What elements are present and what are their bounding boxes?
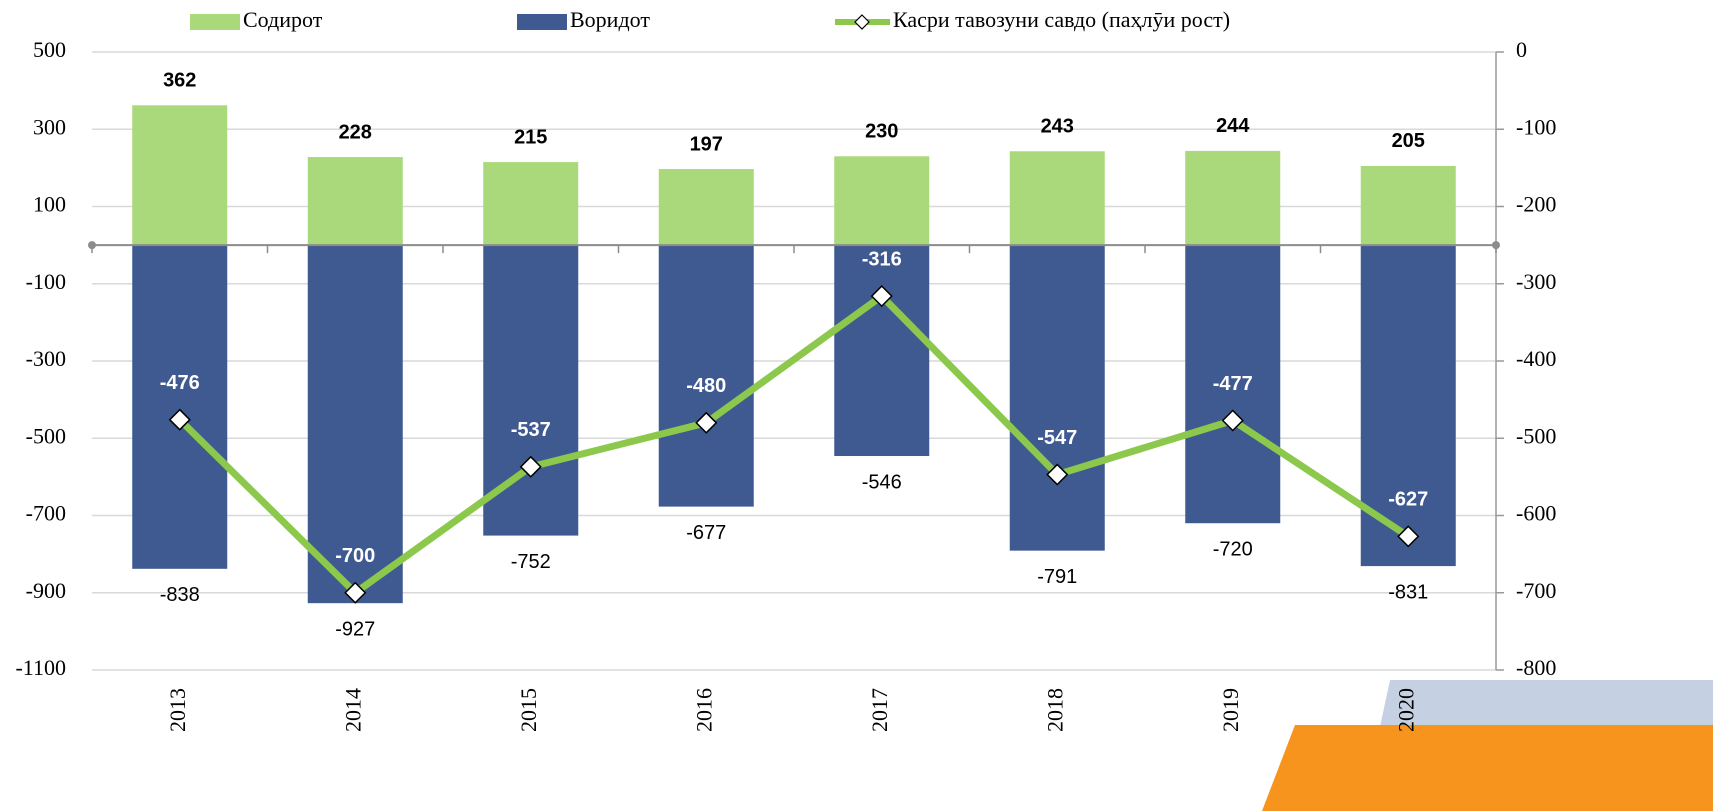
x-tick-label: 2017 [867,688,892,732]
bar [132,245,228,569]
data-label: -927 [335,618,375,640]
data-label: -838 [160,584,200,606]
y2-tick-label: -400 [1516,346,1556,371]
legend-label: Воридот [570,7,650,32]
line-label: -547 [1037,427,1077,449]
bar [483,162,579,246]
y-tick-label: -700 [26,501,66,526]
line-label: -700 [335,545,375,567]
line-marker [695,411,718,434]
bar [834,156,930,246]
bar [1185,245,1281,524]
bar [307,245,403,604]
y2-tick-label: -500 [1516,423,1556,448]
data-label: -677 [686,522,726,544]
legend-swatch [190,14,240,30]
y2-tick-label: -300 [1516,269,1556,294]
legend-label: Касри тавозуни савдо (паҳлӯи рост) [893,7,1230,32]
data-label: 215 [514,126,547,148]
bar [1009,245,1105,551]
bar [658,245,754,507]
y-tick-label: 300 [33,114,66,139]
line-label: -477 [1213,373,1253,395]
data-label: -720 [1213,539,1253,561]
y2-tick-label: -600 [1516,501,1556,526]
y-tick-label: -1100 [15,655,66,680]
line-marker [344,581,367,604]
data-label: -791 [1037,566,1077,588]
line-marker [1221,409,1244,432]
line [177,292,1411,597]
line-marker [1046,463,1069,486]
x-tick-label: 2020 [1393,688,1418,732]
decor-shape [1262,725,1713,811]
data-label: 362 [163,70,196,92]
y2-tick-label: 0 [1516,37,1527,62]
line-marker [168,408,191,431]
x-tick-label: 2014 [340,688,365,732]
y-tick-label: 100 [33,192,66,217]
y2-tick-label: -700 [1516,578,1556,603]
bar [307,157,403,246]
legend-swatch [517,14,567,30]
line-label: -627 [1388,489,1428,511]
x-tick-label: 2019 [1218,688,1243,732]
data-label: 197 [690,133,723,155]
line-marker [870,285,893,308]
y2-tick-label: -200 [1516,192,1556,217]
y-tick-label: -900 [26,578,66,603]
legend-marker [854,14,870,30]
line-label: -316 [862,248,902,270]
x-tick-label: 2018 [1042,688,1067,732]
bar [1360,165,1456,246]
line-marker [1397,525,1420,548]
bar [1185,150,1281,246]
x-tick-label: 2015 [516,688,541,732]
y-tick-label: 500 [33,37,66,62]
line-label: -537 [511,419,551,441]
x-tick-label: 2016 [691,688,716,732]
y2-tick-label: -800 [1516,655,1556,680]
data-label: 244 [1216,115,1250,137]
bar [834,245,930,457]
data-label: 228 [339,121,372,143]
data-label: 205 [1392,130,1425,152]
line-label: -480 [686,375,726,397]
y-tick-label: -500 [26,423,66,448]
data-label: -752 [511,551,551,573]
y2-tick-label: -100 [1516,114,1556,139]
data-label: -831 [1388,581,1428,603]
line-label: -476 [160,372,200,394]
y-tick-label: -100 [26,269,66,294]
x-tick-label: 2013 [165,688,190,732]
bar [1009,151,1105,246]
y-tick-label: -300 [26,346,66,371]
bar [132,105,228,246]
legend-label: Содирот [243,7,323,32]
data-label: 230 [865,121,898,143]
bar [658,169,754,246]
data-label: -546 [862,471,902,493]
data-label: 243 [1041,116,1074,138]
line-marker [519,455,542,478]
